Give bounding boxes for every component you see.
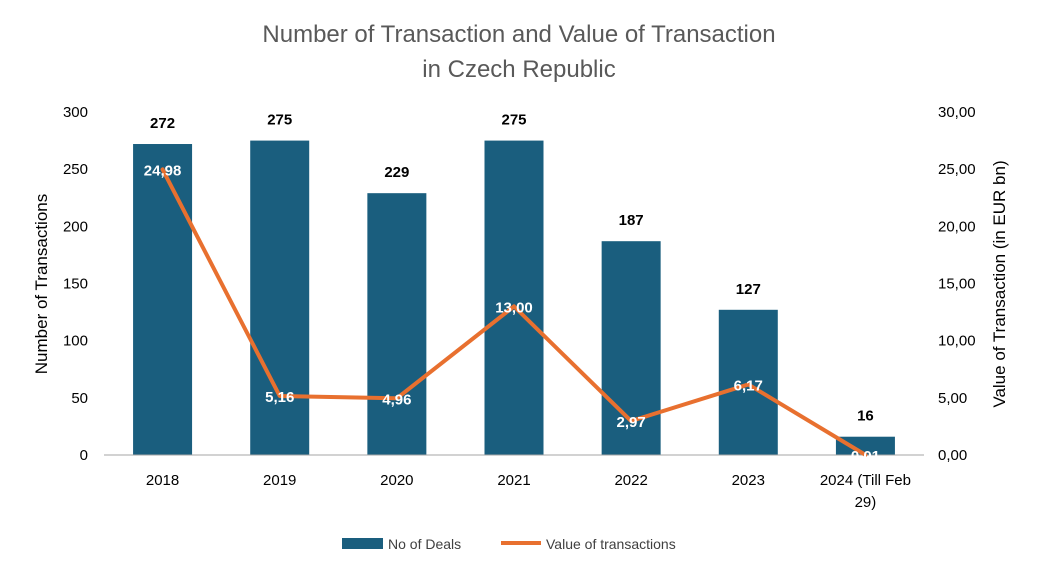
y-axis-tick-label: 250: [63, 161, 88, 178]
chart-title-line: Number of Transaction and Value of Trans…: [262, 21, 775, 48]
bar: [718, 309, 778, 455]
y-axis-tick-label: 100: [63, 333, 88, 350]
y-axis-tick-label: 150: [63, 276, 88, 293]
bar: [367, 193, 427, 455]
x-axis-tick-label: 2023: [732, 472, 765, 489]
line-data-label: 13,00: [495, 299, 533, 316]
bar-data-label: 272: [150, 115, 175, 132]
bar-data-label: 187: [619, 212, 644, 229]
y-axis-tick-label: 50: [71, 390, 88, 407]
y2-axis-tick-label: 30,00: [938, 104, 976, 121]
y-axis-title: Number of Transactions: [32, 194, 51, 374]
line-data-label: 4,96: [382, 391, 411, 408]
y-axis-tick-label: 200: [63, 218, 88, 235]
chart-title-line: in Czech Republic: [422, 56, 615, 83]
line-series-value-of-transactions: [160, 167, 868, 457]
x-axis-tick-label: 2020: [380, 472, 413, 489]
y2-axis-tick-label: 15,00: [938, 276, 976, 293]
y2-axis-tick-label: 20,00: [938, 218, 976, 235]
line-data-label: 24,98: [144, 162, 182, 179]
x-axis-tick-label: 2019: [263, 472, 296, 489]
y2-axis-tick-label: 25,00: [938, 161, 976, 178]
line-data-label: 2,97: [617, 414, 646, 431]
line-data-label: 5,16: [265, 389, 294, 406]
bar-data-label: 16: [857, 408, 874, 425]
bar-data-label: 127: [736, 281, 761, 298]
y2-axis-tick-label: 0,00: [938, 447, 967, 464]
x-axis-tick-label: 29): [855, 494, 877, 511]
x-axis-tick-label: 2018: [146, 472, 179, 489]
x-axis-tick-label: 2021: [497, 472, 530, 489]
x-axis-tick-label: 2024 (Till Feb: [820, 472, 911, 489]
legend-swatch-no-of-deals: [342, 538, 383, 549]
y2-axis-tick-label: 5,00: [938, 390, 967, 407]
bar-data-label: 275: [267, 112, 292, 129]
legend-label-value-of-transactions: Value of transactions: [546, 536, 676, 552]
bar: [250, 140, 310, 456]
y-axis-tick-label: 0: [80, 447, 88, 464]
x-axis-tick-label: 2022: [614, 472, 647, 489]
bar: [133, 144, 193, 455]
legend-label-no-of-deals: No of Deals: [388, 536, 461, 552]
line-data-label: 0,01: [851, 448, 880, 465]
y2-axis-tick-label: 10,00: [938, 333, 976, 350]
bar: [835, 436, 895, 455]
line-data-label: 6,17: [734, 377, 763, 394]
bar-data-label: 229: [384, 164, 409, 181]
y-axis-tick-label: 300: [63, 104, 88, 121]
y2-axis-title: Value of Transaction (in EUR bn): [990, 160, 1009, 407]
bar: [484, 140, 544, 456]
bar-data-label: 275: [501, 112, 526, 129]
